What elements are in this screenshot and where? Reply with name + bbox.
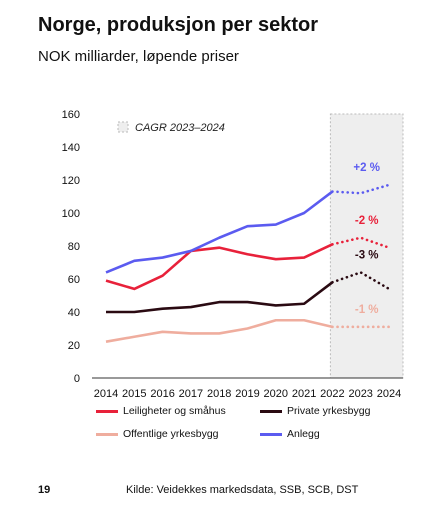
- y-tick-label: 0: [74, 373, 80, 385]
- legend-swatch: [260, 409, 282, 413]
- legend-label: Private yrkesbygg: [287, 405, 371, 417]
- x-tick-label: 2017: [179, 388, 203, 400]
- series-line-anlegg: [105, 190, 334, 274]
- y-tick-label: 100: [62, 208, 80, 220]
- page-number: 19: [38, 484, 51, 496]
- source-note: Kilde: Veidekkes markedsdata, SSB, SCB, …: [126, 484, 359, 496]
- y-tick-label: 40: [68, 307, 80, 319]
- y-tick-label: 80: [68, 241, 80, 253]
- y-tick-label: 120: [62, 175, 80, 187]
- series-forecast-anlegg: [331, 183, 391, 195]
- legend-label: Anlegg: [287, 428, 320, 440]
- cagr-label-leiligheter-og-sm-hus: -2 %: [355, 215, 379, 227]
- x-tick-label: 2016: [150, 388, 174, 400]
- x-tick-label: 2018: [207, 388, 231, 400]
- cagr-label-offentlige-yrkesbygg: -1 %: [355, 304, 379, 316]
- x-tick-label: 2019: [235, 388, 259, 400]
- x-tick-label: 2014: [94, 388, 118, 400]
- series-line-offentlige-yrkesbygg: [105, 318, 333, 343]
- y-tick-label: 160: [62, 109, 80, 121]
- forecast-legend-swatch: [117, 121, 129, 133]
- series-line-private-yrkesbygg: [106, 281, 334, 314]
- cagr-label-anlegg: +2 %: [353, 162, 380, 174]
- forecast-legend-label: CAGR 2023–2024: [135, 122, 225, 134]
- legend-swatch: [260, 432, 282, 436]
- legend-item-offentlige-yrkesbygg: Offentlige yrkesbygg: [96, 428, 219, 440]
- series-line-leiligheter-og-sm-hus: [105, 243, 333, 291]
- cagr-label-private-yrkesbygg: -3 %: [355, 249, 379, 261]
- x-tick-label: 2021: [292, 388, 316, 400]
- chart-title: Norge, produksjon per sektor: [38, 14, 319, 36]
- y-tick-label: 140: [62, 142, 80, 154]
- y-tick-label: 20: [68, 340, 80, 352]
- legend-item-anlegg: Anlegg: [260, 428, 320, 440]
- series-forecast-private-yrkesbygg: [331, 270, 391, 291]
- series-forecast-leiligheter-og-sm-hus: [331, 236, 391, 249]
- x-tick-label: 2023: [348, 388, 372, 400]
- chart-subtitle: NOK milliarder, løpende priser: [38, 48, 239, 65]
- legend-label: Offentlige yrkesbygg: [123, 428, 219, 440]
- forecast-region: [329, 113, 404, 379]
- legend-item-leiligheter-og-sm-hus: Leiligheter og småhus: [96, 405, 226, 417]
- legend-swatch: [96, 432, 118, 436]
- x-tick-label: 2020: [264, 388, 288, 400]
- y-tick-label: 60: [68, 274, 80, 286]
- legend-label: Leiligheter og småhus: [123, 405, 226, 417]
- x-tick-label: 2015: [122, 388, 146, 400]
- x-tick-label: 2022: [320, 388, 344, 400]
- legend-swatch: [96, 409, 118, 413]
- x-tick-label: 2024: [377, 388, 401, 400]
- legend-item-private-yrkesbygg: Private yrkesbygg: [260, 405, 370, 417]
